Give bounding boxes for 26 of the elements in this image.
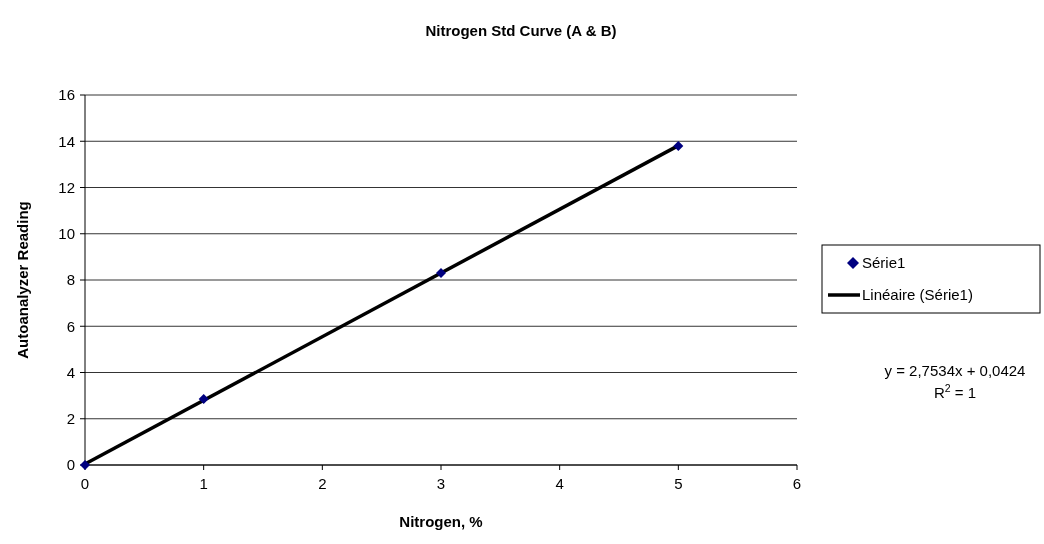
x-tick-label: 4 — [555, 475, 564, 492]
x-tick-label: 1 — [199, 475, 208, 492]
y-tick-label: 2 — [66, 410, 75, 427]
point — [198, 394, 209, 405]
x-tick-label: 2 — [318, 475, 327, 492]
y-tick-label: 10 — [58, 225, 75, 242]
x-tick-label: 3 — [436, 475, 446, 492]
y-tick-label: 4 — [66, 363, 75, 381]
x-tick-label: 0 — [80, 475, 90, 492]
legend-label: Linéaire (Série1) — [862, 286, 973, 304]
point — [436, 268, 446, 279]
y-tick-label: 14 — [58, 132, 75, 150]
x-axis-title: Nitrogen, % — [399, 513, 483, 530]
legend-label: Série1 — [862, 254, 906, 272]
text: R$^{2}$ = 1 — [933, 382, 977, 401]
y-tick-label: 12 — [58, 178, 75, 196]
y-tick-label: 8 — [66, 271, 75, 289]
y-tick-label: 0 — [66, 456, 75, 474]
y-tick-label: 6 — [66, 317, 75, 335]
chart-title: Nitrogen Std Curve (A & B) — [425, 22, 617, 39]
point — [673, 140, 684, 151]
text: y = 2,7534x + 0,0424 — [884, 362, 1026, 379]
x-tick-label: 5 — [674, 475, 683, 492]
y-tick-label: 16 — [58, 86, 75, 104]
y-axis-title: Autoanalyzer Reading — [14, 201, 31, 359]
x-tick-label: 6 — [792, 475, 802, 492]
